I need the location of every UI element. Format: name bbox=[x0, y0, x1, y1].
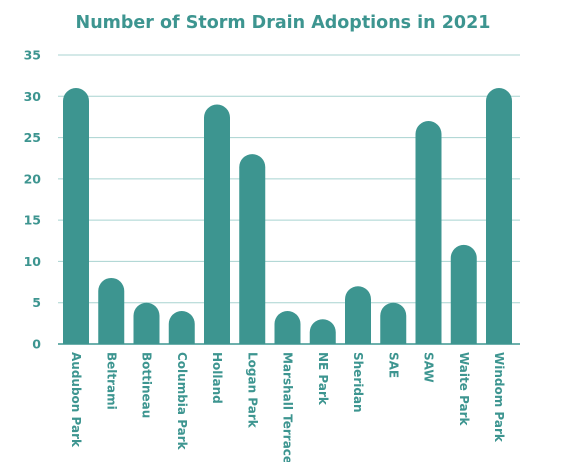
bar-holland bbox=[204, 104, 230, 345]
bars bbox=[63, 88, 512, 345]
y-tick-label: 30 bbox=[24, 89, 42, 104]
y-tick-label: 10 bbox=[24, 254, 42, 269]
bar-sheridan bbox=[345, 286, 371, 344]
bar-sae bbox=[380, 302, 407, 344]
x-tick-label: Audubon Park bbox=[69, 352, 83, 448]
y-axis-ticks: 0 5 10 15 20 25 30 35 bbox=[24, 48, 42, 352]
bar-saw bbox=[415, 121, 442, 344]
y-tick-label: 15 bbox=[24, 213, 41, 228]
chart-title: Number of Storm Drain Adoptions in 2021 bbox=[76, 13, 491, 33]
x-tick-label: SAE bbox=[386, 352, 400, 378]
x-tick-label: Bottineau bbox=[140, 352, 154, 418]
x-tick-label: Beltrami bbox=[104, 352, 118, 410]
bar-columbia-park bbox=[168, 310, 195, 344]
x-tick-label: Waite Park bbox=[457, 352, 471, 427]
y-tick-label: 25 bbox=[24, 130, 41, 145]
x-tick-label: Logan Park bbox=[245, 352, 259, 429]
bar-logan-park bbox=[239, 154, 266, 344]
y-tick-label: 0 bbox=[32, 337, 41, 352]
bar-ne-park bbox=[309, 319, 336, 344]
x-tick-label: Holland bbox=[210, 352, 224, 404]
bar-beltrami bbox=[98, 277, 125, 344]
y-tick-label: 5 bbox=[32, 295, 41, 310]
x-tick-label: Columbia Park bbox=[175, 352, 189, 451]
x-tick-label: Marshall Terrace bbox=[281, 352, 295, 462]
bar-bottineau bbox=[133, 302, 160, 344]
y-tick-label: 35 bbox=[24, 48, 41, 63]
y-tick-label: 20 bbox=[24, 171, 42, 186]
gridlines bbox=[58, 54, 520, 345]
x-tick-label: NE Park bbox=[316, 352, 330, 406]
x-axis-ticks: Audubon Park Beltrami Bottineau Columbia Pa… bbox=[69, 352, 506, 462]
bar-windom-park bbox=[486, 88, 512, 345]
bar-waite-park bbox=[450, 244, 477, 344]
bar-audubon-park bbox=[63, 88, 89, 345]
bar-marshall-terrace bbox=[274, 310, 301, 344]
x-tick-label: SAW bbox=[422, 352, 436, 383]
x-tick-label: Sheridan bbox=[351, 352, 365, 413]
x-tick-label: Windom Park bbox=[492, 352, 506, 443]
